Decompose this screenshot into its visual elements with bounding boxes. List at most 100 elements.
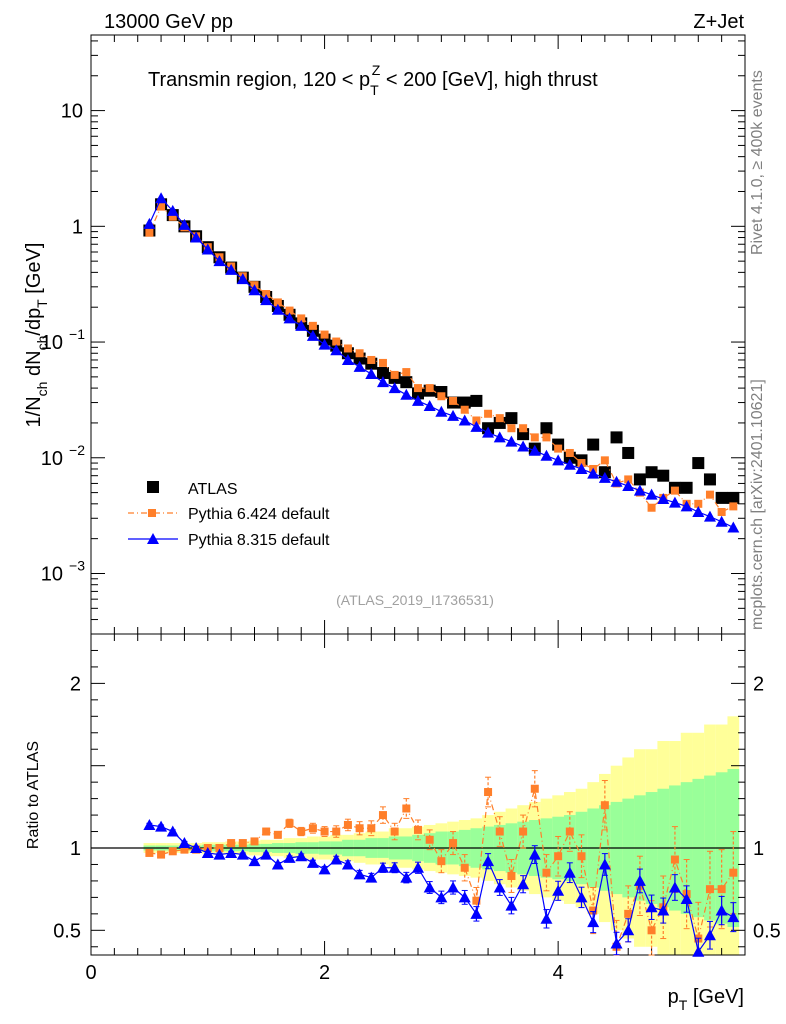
- pythia6-data-point: [507, 424, 516, 433]
- ratio-pythia8-point: [341, 858, 354, 870]
- pythia8-data-point: [412, 394, 424, 406]
- ratio-pythia8-point: [692, 945, 705, 957]
- pythia6-data-point: [355, 349, 364, 358]
- pythia6-data-point: [378, 358, 387, 367]
- ratio-pythia8-point: [668, 881, 681, 893]
- ratio-pythia8-point: [365, 871, 378, 883]
- atlas-data-point: [703, 473, 716, 486]
- atlas-data-point: [540, 422, 553, 435]
- atlas-data-point: [458, 396, 471, 409]
- ratio-pythia8-point: [353, 868, 366, 880]
- pythia8-data-point: [657, 493, 670, 505]
- pythia8-data-point: [423, 400, 436, 412]
- title-sup: Z: [372, 62, 381, 78]
- ratio-pythia6-point: [168, 847, 177, 856]
- pythia6-data-point: [402, 368, 411, 377]
- pythia6-data-point: [285, 306, 294, 315]
- atlas-data-point: [692, 457, 705, 470]
- atlas-data-point: [470, 394, 483, 407]
- atlas-data-point: [657, 469, 670, 482]
- pythia6-data-point: [320, 330, 329, 339]
- ratio-pythia8-point: [517, 878, 530, 890]
- ratio-ytick-label-left: 2: [70, 673, 81, 695]
- ratio-pythia8-point: [645, 901, 658, 913]
- ratio-pythia6-point: [250, 837, 259, 846]
- pythia6-data-point: [168, 212, 177, 221]
- ratio-pythia6-point: [227, 839, 236, 848]
- pythia8-data-point: [645, 488, 658, 500]
- ratio-ylabel: Ratio to ATLAS: [25, 741, 42, 849]
- pythia8-data-point: [201, 243, 214, 255]
- xtick-label: 2: [319, 962, 330, 984]
- ratio-pythia8-point: [166, 825, 179, 837]
- pythia8-data-point: [178, 218, 191, 230]
- pythia8-data-point: [493, 431, 506, 443]
- legend-py8-marker: [147, 533, 159, 544]
- pythia6-data-point: [367, 355, 376, 364]
- pythia8-data-point: [248, 284, 261, 296]
- pythia6-data-point: [694, 499, 703, 508]
- pythia8-data-point: [692, 505, 705, 517]
- main-ytick-label: 10: [41, 563, 63, 585]
- ratio-pythia6-point: [262, 827, 271, 836]
- ratio-ytick-label-right: 2: [753, 673, 764, 695]
- pythia6-data-point: [519, 424, 528, 433]
- pythia8-data-point: [225, 263, 238, 275]
- pythia8-data-point: [435, 405, 448, 417]
- ratio-pythia6-point: [542, 868, 551, 877]
- ratio-pythia6-point: [705, 885, 714, 894]
- pythia8-data-point: [482, 426, 495, 438]
- ratio-pythia8-point: [575, 891, 588, 903]
- ratio-pythia6-point: [297, 827, 306, 836]
- atlas-data-point: [680, 481, 693, 494]
- ratio-pythia8-point: [703, 929, 716, 941]
- pythia8-data-point: [680, 500, 693, 512]
- pythia6-data-point: [425, 384, 434, 393]
- ratio-pythia8-point: [493, 881, 506, 893]
- title-pre: Transmin region, 120 < p: [148, 69, 370, 91]
- legend-atlas-marker: [147, 481, 159, 493]
- atlas-data-point: [400, 376, 413, 389]
- pythia8-data-point: [388, 382, 401, 394]
- ratio-pythia6-point: [717, 885, 726, 894]
- ratio-pythia8-point: [388, 861, 401, 873]
- ratio-ytick-label-right: 0.5: [753, 920, 781, 942]
- pythia8-data-point: [668, 496, 681, 508]
- ratio-pythia6-point: [238, 839, 247, 848]
- ratio-pythia8-point: [470, 907, 483, 919]
- ratio-pythia8-point: [155, 820, 168, 832]
- pythia8-data-point: [505, 435, 518, 447]
- rivet-label: Rivet 4.1.0, ≥ 400k events: [749, 70, 766, 255]
- pythia6-data-point: [437, 392, 446, 401]
- ratio-pythia8-point: [598, 858, 611, 870]
- main-ytick-label: 1: [72, 216, 83, 238]
- ratio-pythia8-point: [412, 861, 424, 873]
- pythia8-data-point: [633, 484, 646, 496]
- ratio-ytick-label-left: 0.5: [53, 920, 81, 942]
- ratio-pythia8-point: [680, 893, 693, 905]
- ratio-pythia6-point: [530, 784, 539, 793]
- ratio-pythia8-point: [540, 912, 553, 924]
- pythia6-data-point: [157, 202, 166, 211]
- pythia8-data-point: [703, 510, 716, 522]
- pythia6-data-point: [600, 456, 609, 465]
- pythia6-data-point: [647, 503, 656, 512]
- ratio-pythia6-point: [414, 825, 422, 834]
- header-left-label: 13000 GeV pp: [104, 11, 233, 33]
- pythia6-data-point: [262, 290, 271, 299]
- pythia8-data-point: [341, 353, 354, 365]
- pythia8-data-point: [353, 360, 366, 372]
- pythia8-data-point: [528, 444, 541, 456]
- pythia8-data-point: [260, 294, 273, 306]
- pythia6-data-point: [472, 416, 481, 425]
- ratio-pythia8-point: [715, 904, 728, 916]
- ylabel-c-sub: T: [34, 299, 50, 308]
- pythia6-data-point: [670, 486, 679, 495]
- pythia6-data-point: [542, 433, 551, 442]
- ratio-panel: 0 2 4 0.5 0.5 1 1 2 2: [53, 633, 781, 984]
- atlas-data-point: [727, 491, 740, 504]
- ratio-pythia8-point: [236, 848, 249, 860]
- pythia8-data-point: [271, 303, 284, 315]
- pythia6-data-point: [484, 409, 493, 418]
- ratio-pythia6-point: [519, 827, 528, 836]
